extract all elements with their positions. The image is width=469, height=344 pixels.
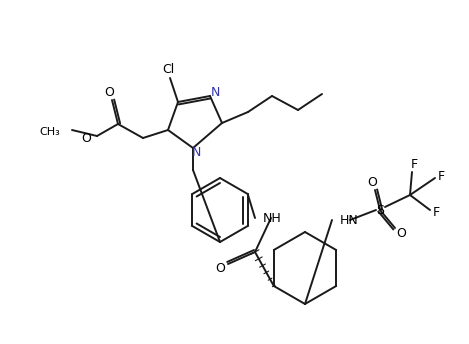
Text: NH: NH xyxy=(263,212,282,225)
Text: O: O xyxy=(367,175,377,189)
Text: F: F xyxy=(438,170,445,183)
Text: N: N xyxy=(210,86,219,98)
Text: O: O xyxy=(104,86,114,98)
Text: F: F xyxy=(410,158,417,171)
Text: CH₃: CH₃ xyxy=(39,127,60,137)
Text: O: O xyxy=(215,262,225,276)
Text: Cl: Cl xyxy=(162,63,174,75)
Text: HN: HN xyxy=(340,214,359,226)
Text: S: S xyxy=(376,204,384,216)
Text: N: N xyxy=(191,146,201,159)
Text: O: O xyxy=(396,226,406,239)
Text: F: F xyxy=(432,205,439,218)
Text: O: O xyxy=(81,131,91,144)
